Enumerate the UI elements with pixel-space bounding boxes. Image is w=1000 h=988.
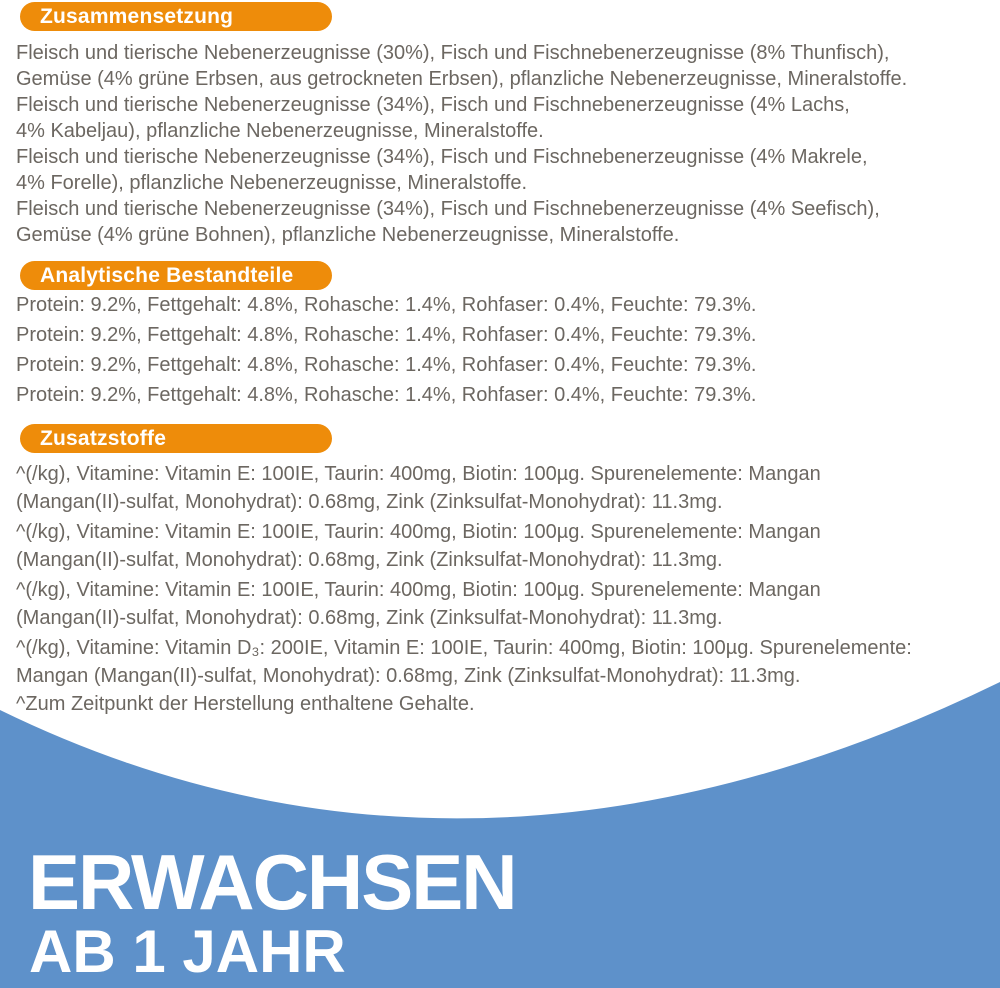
age-band-subtitle: AB 1 JAHR [29, 918, 346, 985]
additives-paragraph: ^(/kg), Vitamine: Vitamin E: 100IE, Taur… [16, 579, 821, 629]
age-band-title: ERWACHSEN [28, 838, 518, 926]
composition-paragraph: Fleisch und tierische Nebenerzeugnisse (… [16, 42, 908, 90]
analysis-line: Protein: 9.2%, Fettgehalt: 4.8%, Rohasch… [16, 354, 757, 376]
composition-paragraph: Fleisch und tierische Nebenerzeugnisse (… [16, 146, 868, 194]
analysis-line: Protein: 9.2%, Fettgehalt: 4.8%, Rohasch… [16, 294, 757, 316]
additives-paragraph: ^(/kg), Vitamine: Vitamin D₃: 200IE, Vit… [16, 637, 912, 687]
analysis-badge-label: Analytische Bestandteile [40, 263, 294, 287]
age-band-section [0, 655, 1000, 988]
manufacture-footnote: ^Zum Zeitpunkt der Herstellung enthalten… [16, 693, 475, 715]
curved-band-shape [0, 682, 1000, 988]
additives-text-block: ^(/kg), Vitamine: Vitamin E: 100IE, Taur… [16, 460, 990, 692]
composition-paragraph: Fleisch und tierische Nebenerzeugnisse (… [16, 94, 850, 142]
composition-badge-label: Zusammensetzung [40, 4, 234, 28]
additives-badge-label: Zusatzstoffe [40, 426, 167, 450]
analysis-line: Protein: 9.2%, Fettgehalt: 4.8%, Rohasch… [16, 324, 757, 346]
additives-paragraph: ^(/kg), Vitamine: Vitamin E: 100IE, Taur… [16, 463, 821, 513]
composition-paragraph: Fleisch und tierische Nebenerzeugnisse (… [16, 198, 880, 246]
analysis-text-block: Protein: 9.2%, Fettgehalt: 4.8%, Rohasch… [16, 290, 990, 410]
analysis-section-badge: Analytische Bestandteile [20, 261, 332, 290]
composition-section-badge: Zusammensetzung [20, 2, 332, 31]
additives-section-badge: Zusatzstoffe [20, 424, 332, 453]
additives-paragraph: ^(/kg), Vitamine: Vitamin E: 100IE, Taur… [16, 521, 821, 571]
composition-text-block: Fleisch und tierische Nebenerzeugnisse (… [16, 40, 990, 248]
analysis-line: Protein: 9.2%, Fettgehalt: 4.8%, Rohasch… [16, 384, 757, 406]
